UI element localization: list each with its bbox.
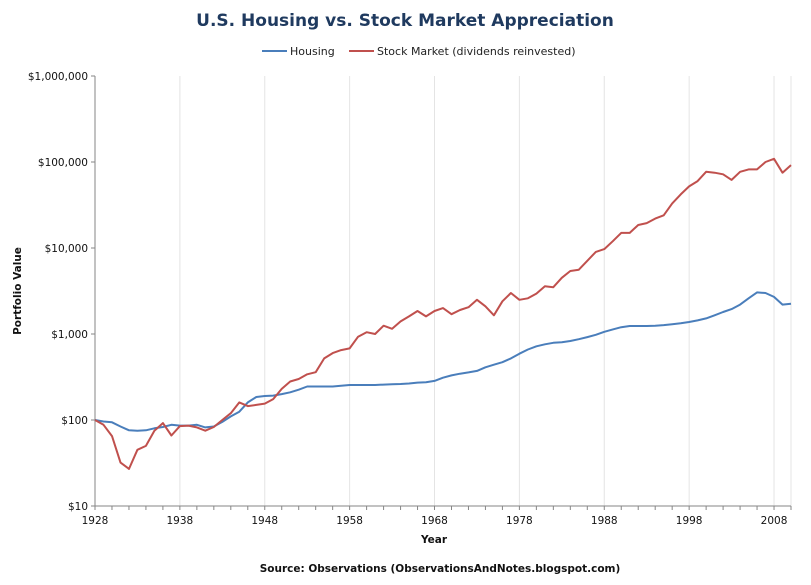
- series: [94, 157, 792, 470]
- series-line-stock-market: [94, 157, 792, 470]
- legend-label-housing: Housing: [290, 45, 335, 58]
- x-tick-label: 1998: [676, 515, 703, 527]
- series-line-housing: [94, 291, 792, 432]
- y-tick-label: $10: [68, 501, 88, 513]
- chart-title: U.S. Housing vs. Stock Market Appreciati…: [196, 11, 614, 31]
- y-axis-ticks: $10 $100 $1,000 $10,000 $100,000 $1,000,000: [28, 71, 95, 513]
- x-tick-label: 1988: [591, 515, 618, 527]
- x-tick-label: 1958: [336, 515, 363, 527]
- x-tick-label: 2008: [761, 515, 788, 527]
- gridlines: [179, 76, 792, 506]
- x-tick-label: 1928: [82, 515, 109, 527]
- x-axis-ticks: 1928 1938 1948 1958 1968 1978 1988 1998 2008: [82, 506, 792, 527]
- x-tick-label: 1978: [506, 515, 533, 527]
- legend: Housing Stock Market (dividends reinvest…: [262, 45, 576, 58]
- y-tick-label: $100,000: [38, 157, 88, 169]
- x-tick-label: 1968: [421, 515, 448, 527]
- legend-label-stock-market: Stock Market (dividends reinvested): [377, 45, 576, 58]
- source-note: Source: Observations (ObservationsAndNot…: [260, 563, 621, 575]
- y-tick-label: $1,000,000: [28, 71, 88, 83]
- x-tick-label: 1948: [251, 515, 278, 527]
- y-tick-label: $100: [61, 415, 88, 427]
- x-axis-label: Year: [420, 534, 448, 546]
- x-tick-label: 1938: [167, 515, 194, 527]
- y-axis-label: Portfolio Value: [12, 247, 24, 335]
- y-tick-label: $10,000: [45, 243, 88, 255]
- axes: [94, 76, 791, 507]
- y-tick-label: $1,000: [51, 329, 88, 341]
